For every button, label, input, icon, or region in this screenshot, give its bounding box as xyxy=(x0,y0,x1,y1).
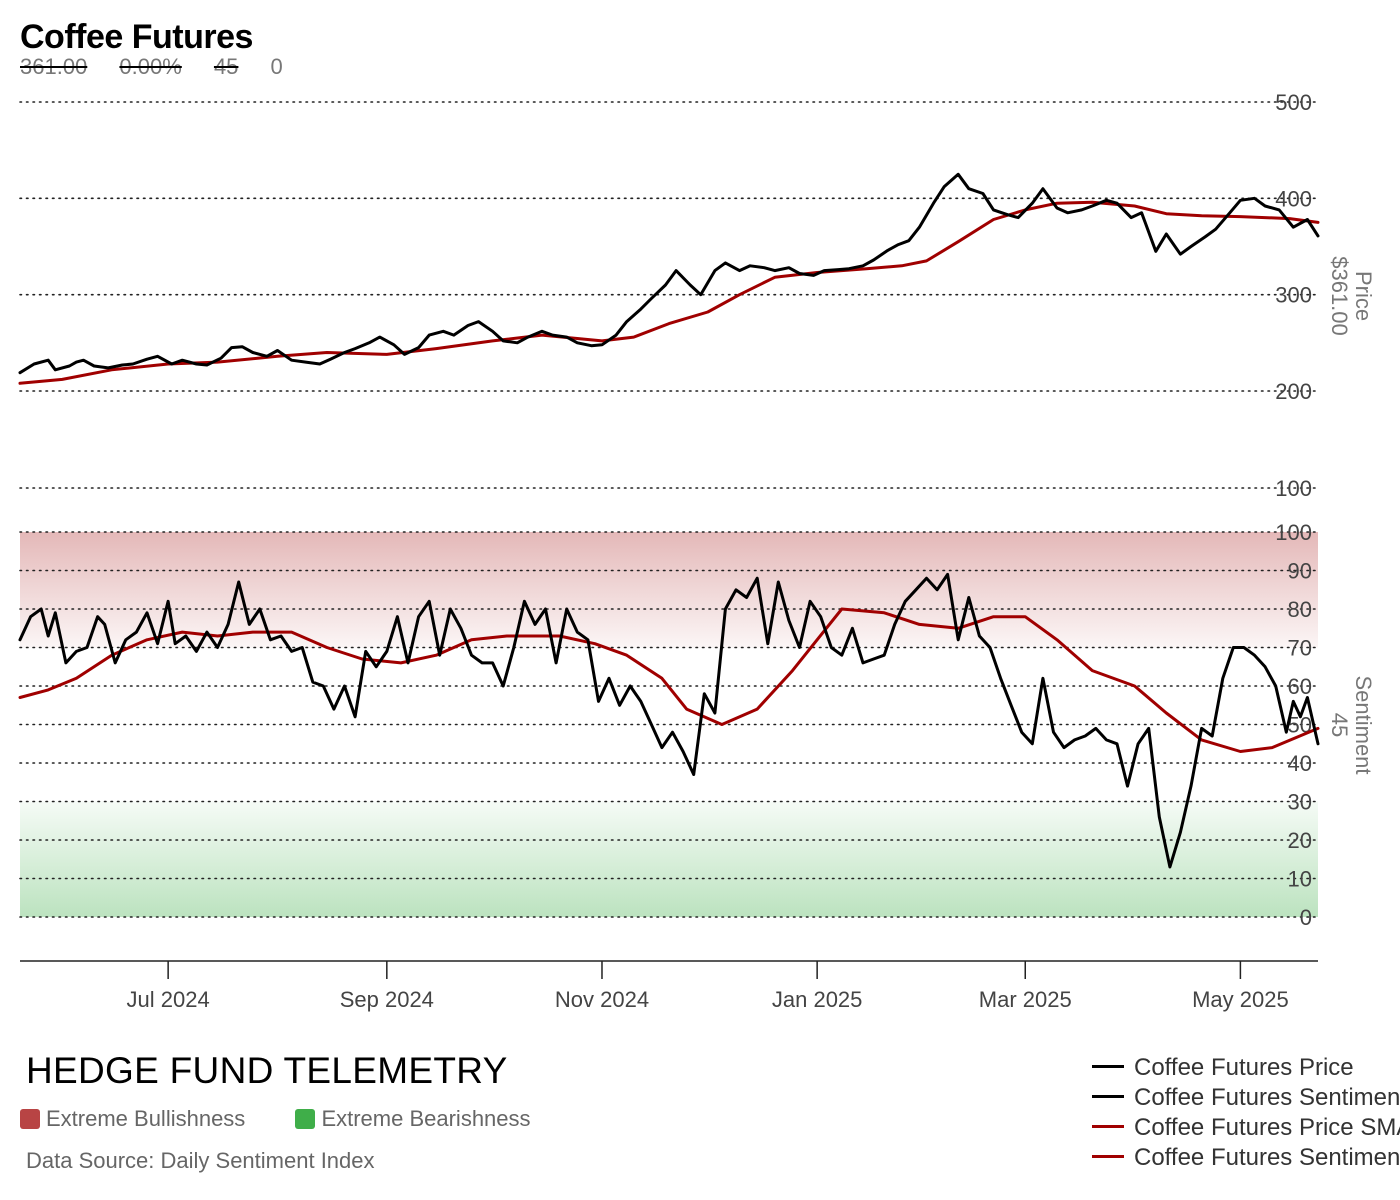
chart-canvas: 2003004005001000102030405060708090100Jul… xyxy=(18,90,1376,1012)
x-tick-label-2: Nov 2024 xyxy=(555,987,649,1012)
stat-change: 0.00% xyxy=(119,54,182,79)
sentiment-30-tick-label: 30 xyxy=(1288,790,1312,815)
zone-bullish: Extreme Bullishness xyxy=(20,1106,245,1132)
legend-item-price[interactable]: Coffee Futures Price xyxy=(1092,1053,1400,1083)
zone-bearish-label: Extreme Bearishness xyxy=(321,1106,531,1131)
sentiment-100-tick-label: 100 xyxy=(1275,520,1312,545)
legend-label: Coffee Futures Price SMA xyxy=(1134,1114,1400,1141)
legend-swatch xyxy=(1092,1155,1124,1158)
sentiment-40-tick-label: 40 xyxy=(1288,751,1312,776)
price-axis-title-line-1: $361.00 xyxy=(1327,256,1352,336)
price-300-tick-label: 300 xyxy=(1275,283,1312,308)
x-tick-label-1: Sep 2024 xyxy=(340,987,434,1012)
extreme-bullishness-band xyxy=(20,532,1318,648)
x-tick-label-4: Mar 2025 xyxy=(979,987,1072,1012)
zone-legend: Extreme Bullishness Extreme Bearishness xyxy=(20,1106,575,1132)
zone-bearish: Extreme Bearishness xyxy=(295,1106,531,1132)
sentiment-axis-title-line-1: 45 xyxy=(1327,713,1352,737)
price-axis-title: Price$361.00 xyxy=(1327,256,1376,336)
price-sma-line xyxy=(18,200,1320,385)
zone-bullish-label: Extreme Bullishness xyxy=(46,1106,246,1131)
sentiment-70-tick-label: 70 xyxy=(1288,636,1312,661)
sentiment-axis-title: Sentiment45 xyxy=(1327,675,1376,774)
sentiment-axis-title-line-0: Sentiment xyxy=(1351,675,1376,774)
sentiment-10-tick-label: 10 xyxy=(1288,867,1312,892)
sentiment-90-tick-label: 90 xyxy=(1288,559,1312,584)
legend-item-sentiment-sma[interactable]: Coffee Futures Sentiment SMA xyxy=(1092,1143,1400,1173)
price-200-tick-label: 200 xyxy=(1275,379,1312,404)
stat-price: 361.00 xyxy=(20,54,88,79)
stats-row: 361.00 0.00% 45 0 xyxy=(20,54,309,80)
extreme-bearishness-band xyxy=(20,801,1318,917)
sentiment-line xyxy=(18,572,1320,869)
price-100-tick-label: 100 xyxy=(1275,476,1312,501)
legend-swatch xyxy=(1092,1125,1124,1128)
data-source: Data Source: Daily Sentiment Index xyxy=(26,1148,375,1173)
sentiment-60-tick-label: 60 xyxy=(1288,674,1312,699)
price-line xyxy=(18,172,1320,375)
price-400-tick-label: 400 xyxy=(1275,186,1312,211)
legend-swatch xyxy=(1092,1065,1124,1068)
brand-label: HEDGE FUND TELEMETRY xyxy=(26,1050,508,1091)
legend-item-sentiment[interactable]: Coffee Futures Sentiment xyxy=(1092,1083,1400,1113)
zone-bullish-swatch xyxy=(20,1109,40,1129)
series-legend: Coffee Futures Price Coffee Futures Sent… xyxy=(1092,1053,1400,1173)
sentiment-80-tick-label: 80 xyxy=(1288,597,1312,622)
chart-title: Coffee Futures xyxy=(20,18,253,56)
legend-item-price-sma[interactable]: Coffee Futures Price SMA xyxy=(1092,1113,1400,1143)
price-500-tick-label: 500 xyxy=(1275,90,1312,115)
legend-label: Coffee Futures Sentiment xyxy=(1134,1084,1400,1111)
legend-label: Coffee Futures Sentiment SMA xyxy=(1134,1144,1400,1171)
price-axis-title-line-0: Price xyxy=(1351,271,1376,321)
x-tick-label-5: May 2025 xyxy=(1192,987,1289,1012)
stat-sentiment: 45 xyxy=(213,54,239,79)
legend-label: Coffee Futures Price xyxy=(1134,1054,1354,1081)
stat-extra: 0 xyxy=(270,54,283,79)
sentiment-20-tick-label: 20 xyxy=(1288,828,1312,853)
sentiment-0-tick-label: 0 xyxy=(1300,905,1312,930)
zone-bearish-swatch xyxy=(295,1109,316,1129)
x-tick-label-3: Jan 2025 xyxy=(772,987,863,1012)
legend-swatch xyxy=(1092,1095,1124,1098)
x-tick-label-0: Jul 2024 xyxy=(127,987,210,1012)
